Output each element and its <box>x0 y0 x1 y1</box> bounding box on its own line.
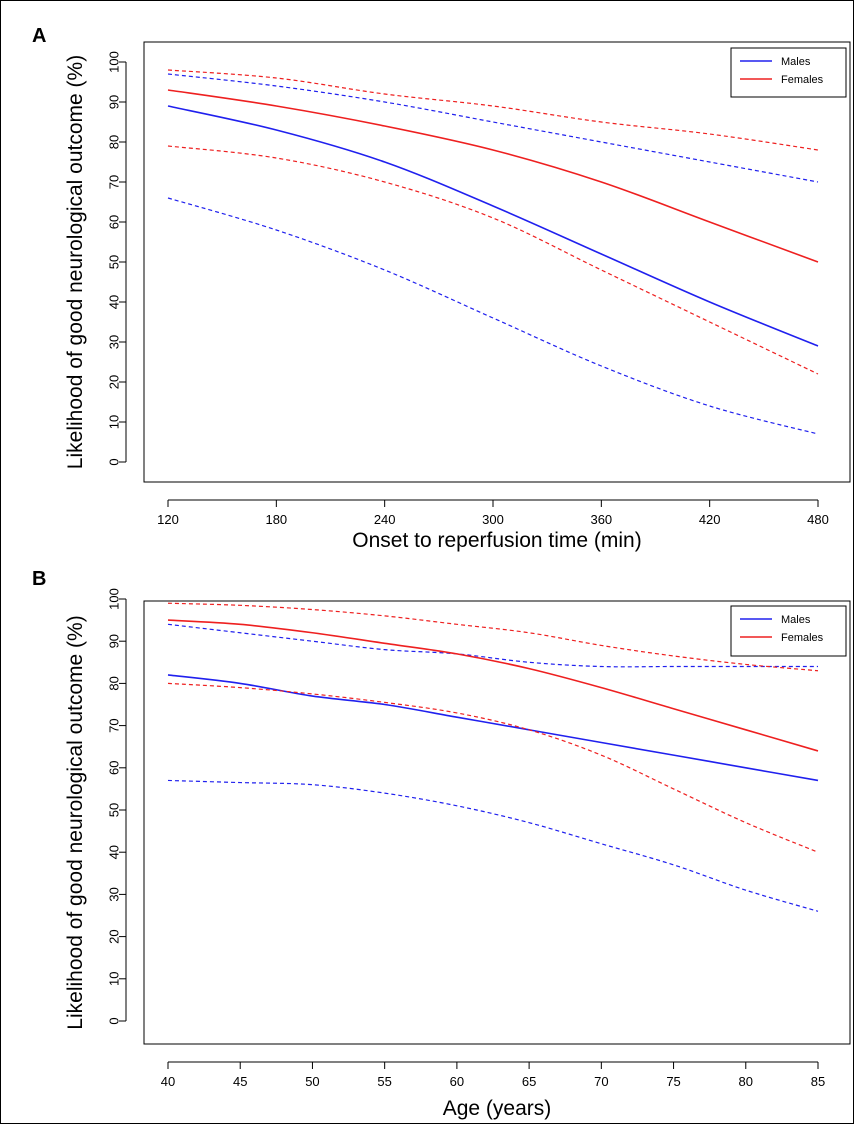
chart-a-y-tick-label: 90 <box>106 95 121 109</box>
chart-a-y-tick-label: 30 <box>106 335 121 349</box>
chart-b-x-tick-label: 70 <box>594 1074 608 1089</box>
chart-b-legend-label-males: Males <box>781 614 811 626</box>
chart-a-x-tick-label: 480 <box>807 512 829 527</box>
chart-b-plot-frame <box>143 600 851 1045</box>
chart-a-y-axis-title: Likelihood of good neurological outcome … <box>64 55 87 469</box>
chart-b-y-tick-label: 40 <box>106 845 121 859</box>
chart-a-females-ci-line <box>167 145 819 375</box>
chart-a-y-tick-label: 100 <box>106 51 121 73</box>
chart-a-males-ci-line <box>167 73 819 183</box>
chart-b-x-tick-label: 55 <box>377 1074 391 1089</box>
chart-b-legend-box <box>730 605 847 657</box>
chart-a-y-tick-label: 50 <box>106 255 121 269</box>
chart-b-y-tick-label: 60 <box>106 761 121 775</box>
chart-a-males-line <box>167 105 819 347</box>
chart-b-panel-label: B <box>32 568 46 590</box>
chart-b-y-tick-label: 30 <box>106 887 121 901</box>
chart-b-y-tick-label: 80 <box>106 676 121 690</box>
chart-a-x-tick-label: 420 <box>699 512 721 527</box>
chart-b-males-ci-line <box>167 779 819 912</box>
chart-b-x-tick-label: 50 <box>305 1074 319 1089</box>
chart-b-y-tick-label: 100 <box>106 588 121 610</box>
chart-a-x-tick-label: 120 <box>157 512 179 527</box>
chart-b-females-ci-line <box>167 602 819 672</box>
chart-a-x-tick-label: 240 <box>374 512 396 527</box>
chart-b-y-tick-label: 70 <box>106 718 121 732</box>
chart-panel-a: A 120 180 240 300 360 420 480 0 10 20 30 40 50 60 70 80 9… <box>32 25 851 552</box>
chart-a-x-axis-title: Onset to reperfusion time (min) <box>352 529 641 552</box>
chart-b-y-tick-label: 50 <box>106 803 121 817</box>
chart-b-x-tick-label: 40 <box>161 1074 175 1089</box>
chart-b-y-tick-label: 90 <box>106 634 121 648</box>
chart-a-females-line <box>167 89 819 263</box>
chart-b-x-axis-title: Age (years) <box>443 1097 552 1120</box>
chart-b-x-tick-label: 65 <box>522 1074 536 1089</box>
chart-a-y-tick-label: 80 <box>106 135 121 149</box>
chart-b-females-ci-line <box>167 682 819 853</box>
chart-b-x-tick-label: 80 <box>739 1074 753 1089</box>
chart-b-y-tick-label: 0 <box>106 1017 121 1024</box>
chart-a-females-ci-line <box>167 69 819 151</box>
chart-a-x-tick-label: 360 <box>590 512 612 527</box>
chart-a-panel-label: A <box>32 25 46 47</box>
chart-b-y-tick-label: 20 <box>106 929 121 943</box>
chart-b-females-line <box>167 619 819 752</box>
chart-a-y-tick-label: 60 <box>106 215 121 229</box>
chart-a-x-tick-label: 300 <box>482 512 504 527</box>
chart-b-x-tick-label: 85 <box>811 1074 825 1089</box>
chart-a-y-tick-label: 10 <box>106 415 121 429</box>
chart-a-legend-label-females: Females <box>781 74 824 86</box>
chart-b-x-tick-label: 45 <box>233 1074 247 1089</box>
chart-a-legend-label-males: Males <box>781 56 811 68</box>
chart-b-legend-label-females: Females <box>781 632 824 644</box>
chart-a-males-ci-line <box>167 197 819 435</box>
chart-a-plot-frame <box>143 41 851 483</box>
chart-b-x-tick-label: 60 <box>450 1074 464 1089</box>
chart-b-x-tick-label: 75 <box>666 1074 680 1089</box>
chart-b-males-line <box>167 674 819 782</box>
chart-a-y-tick-label: 0 <box>106 458 121 465</box>
chart-b-y-axis-title: Likelihood of good neurological outcome … <box>64 615 87 1029</box>
chart-a-legend-box <box>730 47 847 98</box>
chart-a-y-tick-label: 40 <box>106 295 121 309</box>
chart-panel-b: B 40 45 50 55 60 65 70 75 80 85 0 10 20 30 40 50 60 70 80 90… <box>32 568 851 1120</box>
chart-a-y-tick-label: 70 <box>106 175 121 189</box>
chart-a-y-tick-label: 20 <box>106 375 121 389</box>
chart-b-y-tick-label: 10 <box>106 972 121 986</box>
chart-a-x-tick-label: 180 <box>265 512 287 527</box>
